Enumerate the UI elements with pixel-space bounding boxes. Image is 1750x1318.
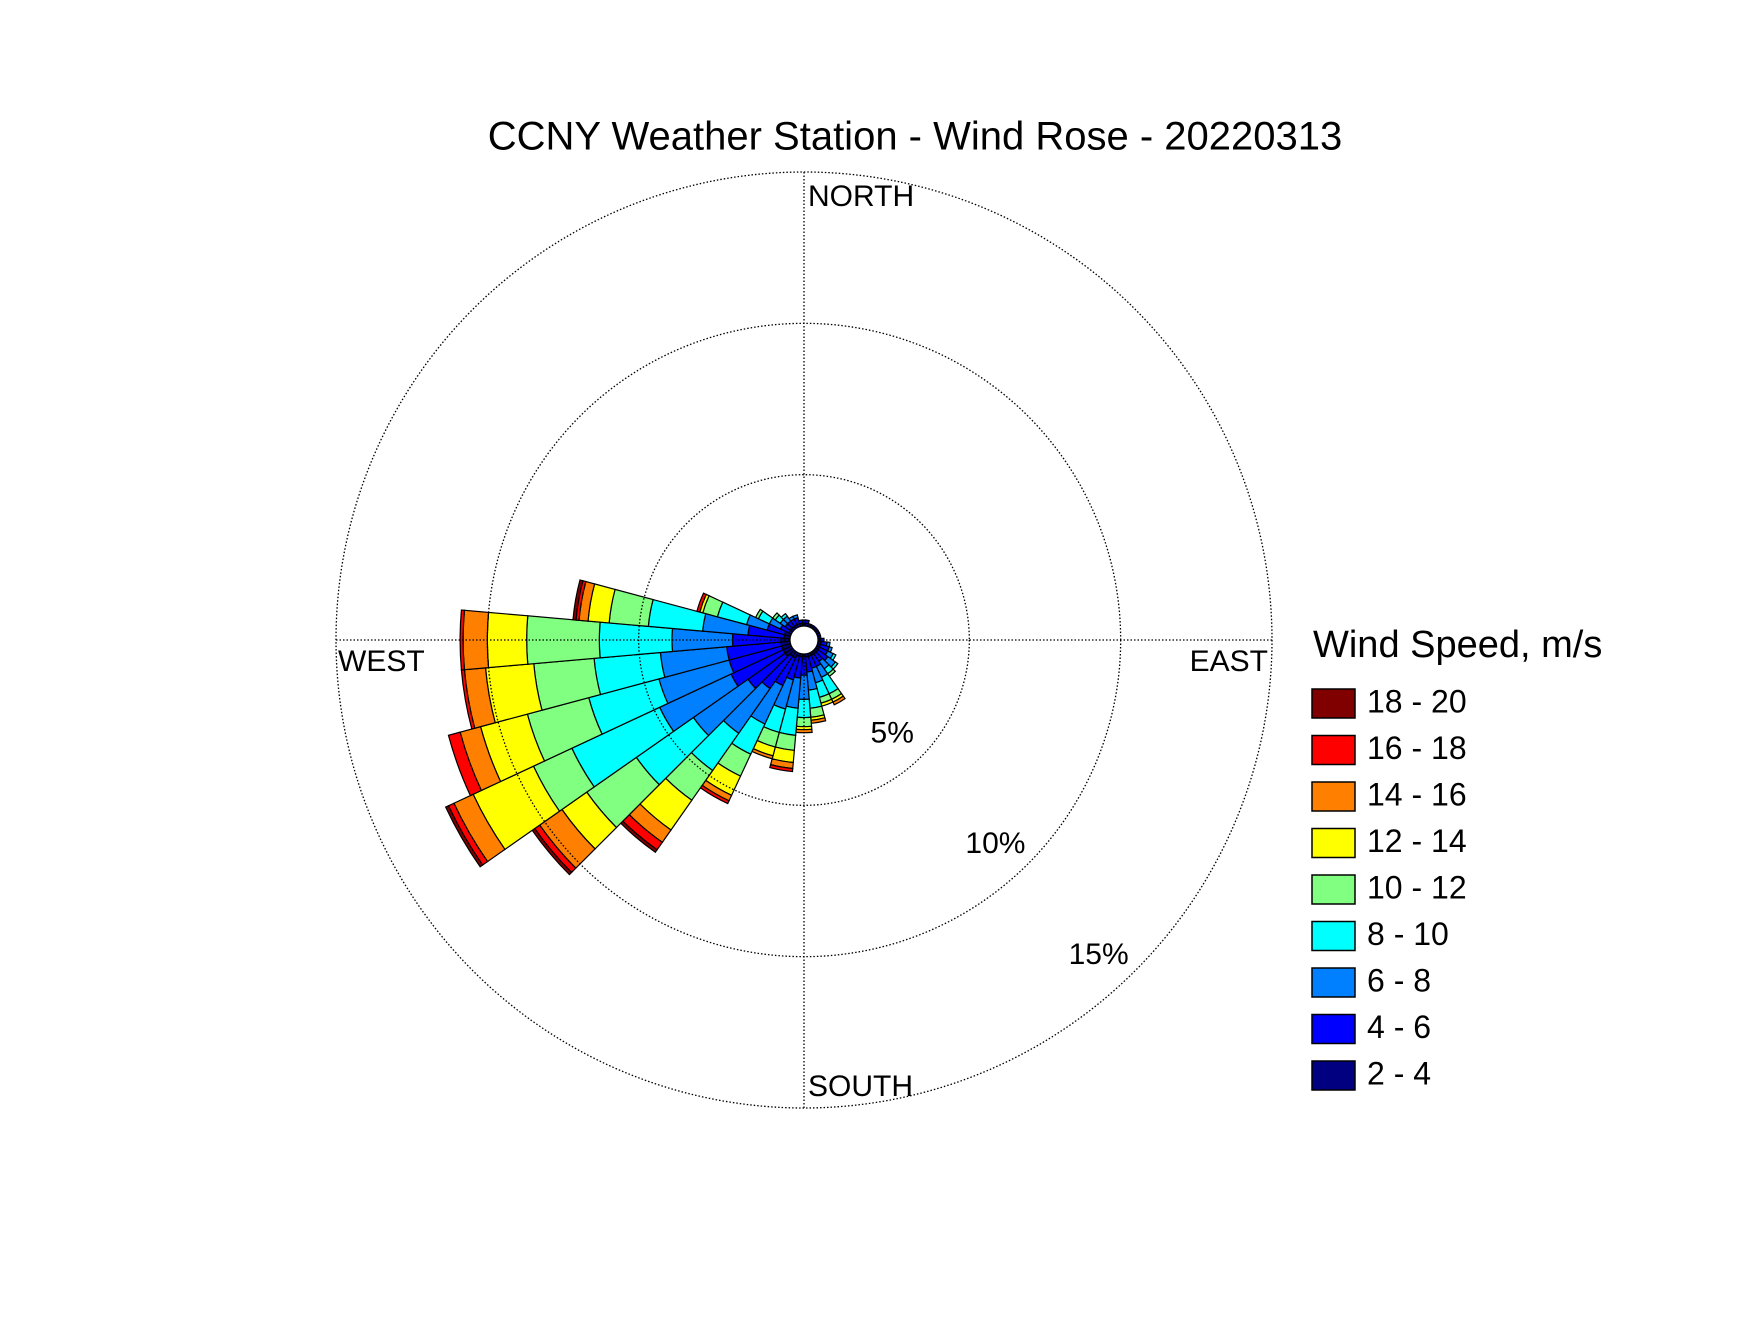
legend-label: 6 - 8	[1367, 962, 1431, 998]
legend-label: 8 - 10	[1367, 916, 1449, 952]
wedges	[446, 580, 845, 875]
legend-swatch	[1312, 875, 1355, 904]
r-tick-label: 5%	[871, 717, 914, 750]
legend-label: 10 - 12	[1367, 869, 1467, 905]
legend-label: 12 - 14	[1367, 823, 1467, 859]
legend-swatch	[1312, 1015, 1355, 1044]
legend-label: 18 - 20	[1367, 683, 1467, 719]
legend-title: Wind Speed, m/s	[1313, 624, 1602, 666]
legend-label: 14 - 16	[1367, 776, 1467, 812]
direction-label: SOUTH	[808, 1070, 913, 1103]
legend-swatch	[1312, 782, 1355, 811]
legend-swatch	[1312, 736, 1355, 765]
direction-label: EAST	[1190, 645, 1268, 678]
legend-swatch	[1312, 829, 1355, 858]
legend-swatch	[1312, 1061, 1355, 1090]
legend-swatch	[1312, 968, 1355, 997]
center-hole	[790, 626, 818, 654]
wedge-segment	[609, 589, 653, 626]
wedge-segment	[799, 620, 803, 624]
wedge-segment	[648, 600, 705, 632]
chart-title: CCNY Weather Station - Wind Rose - 20220…	[488, 115, 1343, 159]
wedge-segment	[793, 615, 798, 619]
legend-label: 16 - 18	[1367, 730, 1467, 766]
legend-label: 2 - 4	[1367, 1055, 1431, 1091]
direction-label: NORTH	[808, 180, 914, 213]
r-tick-label: 10%	[965, 827, 1025, 860]
legend-label: 4 - 6	[1367, 1009, 1431, 1045]
legend-swatch	[1312, 689, 1355, 718]
r-tick-label: 15%	[1069, 938, 1129, 971]
direction-label: WEST	[338, 645, 425, 678]
legend-swatch	[1312, 922, 1355, 951]
